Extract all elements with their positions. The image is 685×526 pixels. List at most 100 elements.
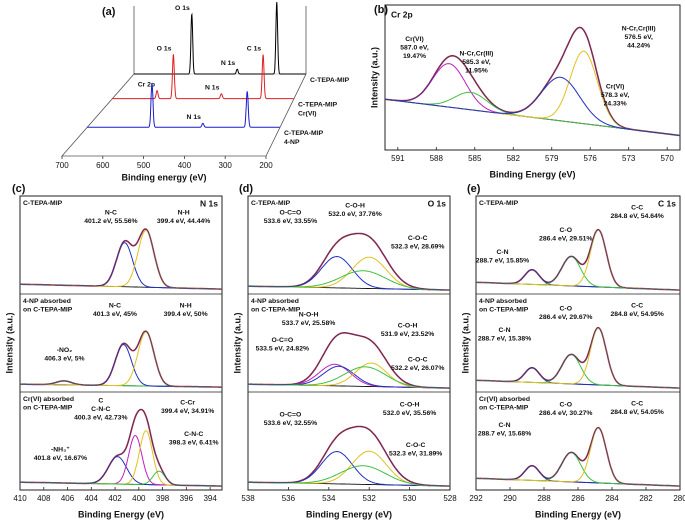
peak-label: 24.33% bbox=[604, 101, 627, 108]
fit-component bbox=[384, 50, 681, 136]
x-tick-label: 536 bbox=[282, 494, 296, 503]
x-tick-label: 290 bbox=[503, 494, 517, 503]
peak-label: Cr(VI) bbox=[405, 36, 424, 43]
peak-label: 399.4 eV, 34.91% bbox=[161, 408, 214, 415]
peak-label: C-N bbox=[499, 327, 511, 334]
spectrum bbox=[20, 228, 222, 290]
plot-frame bbox=[19, 195, 223, 491]
x-tick-label: 404 bbox=[85, 494, 99, 503]
peak-label: N-C bbox=[105, 210, 117, 217]
peak-label: C-O-C bbox=[408, 235, 428, 242]
plot-frame bbox=[247, 195, 451, 491]
peak-label: C-O-C bbox=[408, 357, 428, 364]
peak-label: 399.4 eV, 50% bbox=[164, 311, 208, 318]
peak-label: C-O bbox=[560, 306, 572, 313]
peak-label: 533.6 eV, 33.55% bbox=[264, 218, 317, 225]
peak-label: 399.4 eV, 44.44% bbox=[157, 218, 210, 225]
peak-label: 578.3 eV, bbox=[601, 92, 630, 99]
panel-label: C-TEPA-MIP bbox=[479, 200, 519, 207]
x-tick-label: 585 bbox=[468, 154, 482, 163]
survey-spectrum bbox=[134, 1, 306, 75]
peak-label: N 1s bbox=[221, 60, 236, 67]
peak-label: 19.47% bbox=[403, 53, 426, 60]
peak-label: N 1s bbox=[187, 114, 202, 121]
peak-label: -NH₃⁺ bbox=[51, 447, 70, 454]
element-label: N 1s bbox=[200, 198, 218, 208]
peak-label: O-C=O bbox=[280, 411, 302, 418]
x-tick-label: 573 bbox=[622, 154, 636, 163]
x-tick-label: 400 bbox=[132, 494, 146, 503]
x-tick-label: 591 bbox=[391, 154, 405, 163]
peak-label: 532.0 eV, 35.56% bbox=[383, 410, 436, 417]
panel-letter: (d) bbox=[239, 183, 253, 195]
panel-label: C-TEPA-MIP bbox=[23, 200, 63, 207]
x-tick-label: 700 bbox=[55, 161, 69, 170]
peak-label: 587.0 eV, bbox=[400, 44, 429, 51]
element-label: C 1s bbox=[658, 198, 676, 208]
peak-label: 400.3 eV, 42.73% bbox=[74, 415, 127, 422]
peak-label: 406.3 eV, 5% bbox=[44, 355, 84, 362]
series-label: C-TEPA-MIP bbox=[298, 101, 338, 108]
peak-label: C-O-H bbox=[398, 322, 418, 329]
fit-envelope bbox=[248, 426, 451, 487]
fit-component bbox=[384, 63, 681, 136]
panel-label: 4-NP absorbed bbox=[479, 298, 527, 305]
panel-label: C-TEPA-MIP bbox=[251, 200, 291, 207]
x-tick-label: 292 bbox=[469, 494, 483, 503]
x-tick-label: 582 bbox=[507, 154, 521, 163]
peak-label: C-C bbox=[631, 303, 643, 310]
peak-label: C-N-C bbox=[184, 431, 203, 438]
peak-label: 532.0 eV, 37.76% bbox=[328, 211, 381, 218]
panel-label: on C-TEPA-MIP bbox=[479, 306, 529, 313]
panel-letter: (e) bbox=[467, 183, 481, 195]
fit-component bbox=[20, 242, 222, 290]
panel-letter: (c) bbox=[12, 183, 26, 195]
peak-label: 284.8 eV, 54.64% bbox=[610, 213, 663, 220]
x-tick-label: 200 bbox=[259, 161, 273, 170]
x-tick-label: 406 bbox=[61, 494, 75, 503]
fit-envelope bbox=[384, 26, 681, 136]
peak-label: C-O bbox=[560, 402, 572, 409]
x-tick-label: 400 bbox=[178, 161, 192, 170]
fit-envelope bbox=[475, 427, 681, 487]
x-tick-label: 402 bbox=[108, 494, 122, 503]
fit-envelope bbox=[248, 332, 450, 389]
peak-label: C-N-C bbox=[91, 406, 110, 413]
peak-label: C bbox=[98, 398, 103, 405]
peak-label: 288.7 eV, 15.85% bbox=[476, 257, 529, 264]
fit-component bbox=[475, 465, 681, 487]
x-tick-label: 579 bbox=[545, 154, 559, 163]
series-label: C-TEPA-MIP bbox=[284, 130, 324, 137]
peak-label: O 1s bbox=[157, 45, 172, 52]
peak-label: C-C bbox=[631, 205, 643, 212]
peak-label: 11.95% bbox=[465, 67, 488, 74]
peak-label: 284.8 eV, 54.95% bbox=[610, 311, 663, 318]
x-tick-label: 576 bbox=[584, 154, 598, 163]
peak-label: 286.4 eV, 30.27% bbox=[539, 410, 592, 417]
peak-label: O-C=O bbox=[271, 337, 293, 344]
peak-label: 585.3 eV, bbox=[462, 59, 491, 66]
x-tick-label: 394 bbox=[203, 494, 217, 503]
element-label: Cr 2p bbox=[391, 9, 413, 19]
y-axis-label: Intensity (a.u.) bbox=[232, 312, 242, 373]
peak-label: C 1s bbox=[247, 45, 262, 52]
x-tick-label: 534 bbox=[322, 494, 336, 503]
plot-frame bbox=[384, 4, 681, 151]
fit-envelope bbox=[248, 233, 451, 291]
peak-label: C-N bbox=[499, 422, 511, 429]
peak-label: 401.2 eV, 55.56% bbox=[84, 218, 137, 225]
peak-label: N-H bbox=[178, 210, 190, 217]
panel-label: 4-NP absorbed bbox=[251, 298, 299, 305]
fit-envelope bbox=[475, 229, 681, 291]
peak-label: -NO₂ bbox=[57, 347, 72, 354]
x-tick-label: 528 bbox=[443, 494, 457, 503]
x-tick-label: 280 bbox=[673, 494, 685, 503]
series-label: Cr(VI) bbox=[298, 110, 317, 117]
x-tick-label: 588 bbox=[430, 154, 444, 163]
fit-component bbox=[20, 229, 222, 290]
x-tick-label: 288 bbox=[537, 494, 551, 503]
peak-label: 286.4 eV, 29.51% bbox=[539, 236, 592, 243]
fit-component bbox=[384, 91, 681, 136]
peak-label: N-H bbox=[180, 303, 192, 310]
